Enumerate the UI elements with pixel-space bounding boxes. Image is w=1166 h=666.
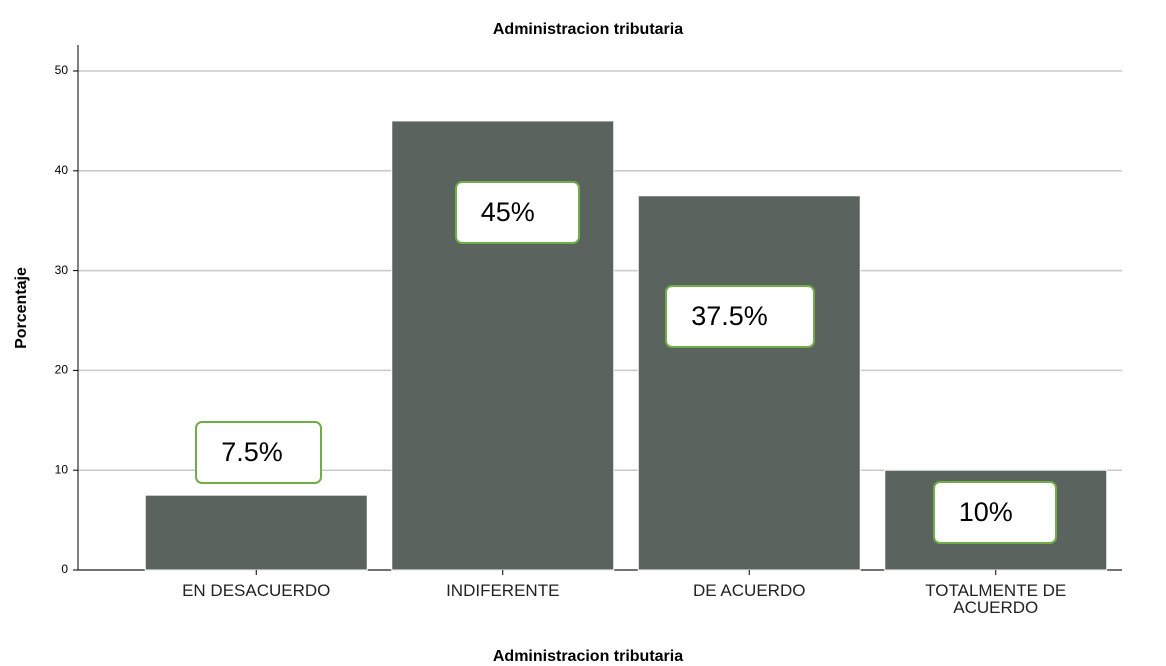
data-label: 37.5% bbox=[665, 284, 816, 348]
bar bbox=[144, 494, 368, 571]
y-tick-label: 50 bbox=[55, 63, 69, 77]
y-axis-title: Porcentaje bbox=[13, 267, 30, 349]
data-label: 10% bbox=[932, 481, 1057, 545]
data-label: 7.5% bbox=[195, 421, 323, 485]
y-tick-label: 10 bbox=[55, 462, 69, 476]
chart-title: Administracion tributaria bbox=[493, 21, 683, 38]
y-tick-label: 20 bbox=[55, 363, 69, 377]
x-axis-title: Administracion tributaria bbox=[493, 648, 683, 665]
x-tick-label: EN DESACUERDO bbox=[182, 581, 331, 600]
y-tick-label: 30 bbox=[55, 263, 69, 277]
x-tick-label: TOTALMENTE DE ACUERDO bbox=[925, 581, 1067, 617]
x-tick-label: INDIFERENTE bbox=[446, 581, 560, 600]
y-tick-label: 0 bbox=[61, 562, 68, 576]
x-tick-label: DE ACUERDO bbox=[693, 581, 806, 600]
bar bbox=[637, 195, 861, 571]
data-label: 45% bbox=[454, 180, 580, 244]
y-tick-label: 40 bbox=[55, 163, 69, 177]
